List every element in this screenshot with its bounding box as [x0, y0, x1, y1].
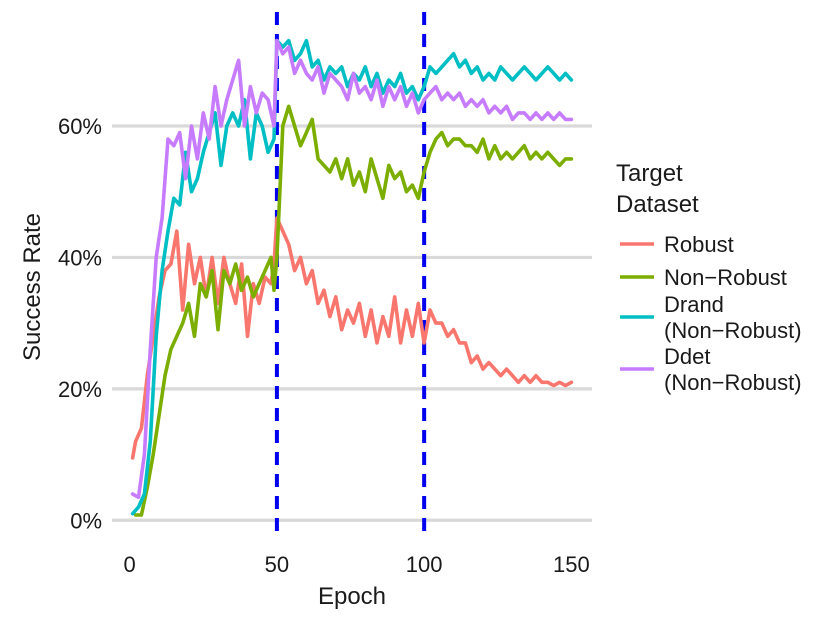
- legend-label: Drand: [664, 292, 724, 317]
- y-tick-label: 60%: [58, 114, 102, 139]
- legend-label: (Non−Robust): [664, 370, 802, 395]
- legend-title: Dataset: [616, 191, 699, 218]
- series-line-2: [133, 104, 574, 517]
- axes: 0% 20% 40% 60% 0 50 100 150: [58, 114, 590, 577]
- y-axis-title: Success Rate: [19, 213, 46, 361]
- legend: TargetDatasetRobustNon−RobustDrand(Non−R…: [616, 160, 802, 395]
- legend-label: (Non−Robust): [664, 318, 802, 343]
- x-tick-label: 100: [406, 552, 443, 577]
- legend-label: Ddet: [664, 344, 710, 369]
- x-tick-label: 50: [265, 552, 289, 577]
- y-tick-label: 20%: [58, 377, 102, 402]
- series-lines: [130, 38, 574, 517]
- legend-label: Robust: [664, 232, 734, 257]
- x-axis-title: Epoch: [318, 583, 386, 610]
- x-tick-label: 0: [124, 552, 136, 577]
- legend-label: Non−Robust: [664, 265, 787, 290]
- series-line-1: [130, 216, 574, 460]
- series-line-4: [130, 38, 574, 500]
- y-tick-label: 40%: [58, 245, 102, 270]
- y-tick-label: 0%: [70, 508, 102, 533]
- x-tick-label: 150: [553, 552, 590, 577]
- series-line-3: [130, 38, 574, 516]
- legend-title: Target: [616, 160, 683, 187]
